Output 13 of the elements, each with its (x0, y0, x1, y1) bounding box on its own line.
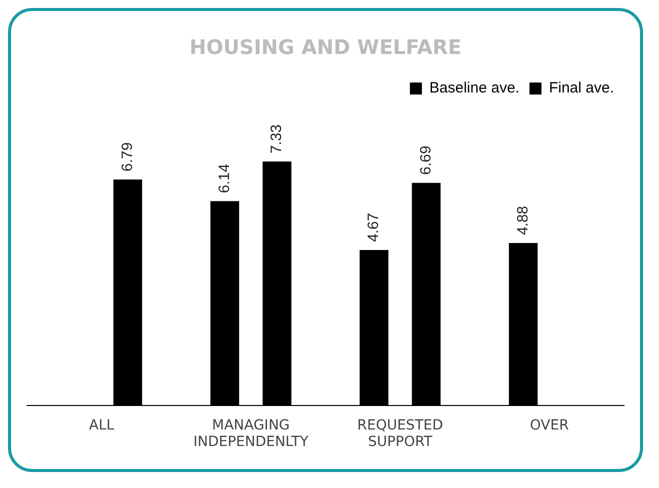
legend-label: Final ave. (548, 80, 614, 97)
x-tick-label: MANAGING INDEPENDENLTY (193, 417, 309, 450)
data-label: 6.14 (216, 164, 233, 194)
x-tick-label: REQUESTED SUPPORT (357, 417, 443, 450)
data-label: 6.69 (417, 146, 434, 175)
x-tick-label: ALL (89, 417, 114, 434)
chart-title: HOUSING AND WELFARE (189, 35, 462, 60)
data-label: 4.88 (514, 206, 532, 236)
data-label: 6.79 (118, 142, 136, 172)
data-label: 4.67 (365, 212, 382, 242)
legend-label: Baseline ave. (429, 80, 520, 97)
data-label: 7.33 (268, 124, 286, 154)
x-tick-label: OVER (530, 417, 570, 434)
